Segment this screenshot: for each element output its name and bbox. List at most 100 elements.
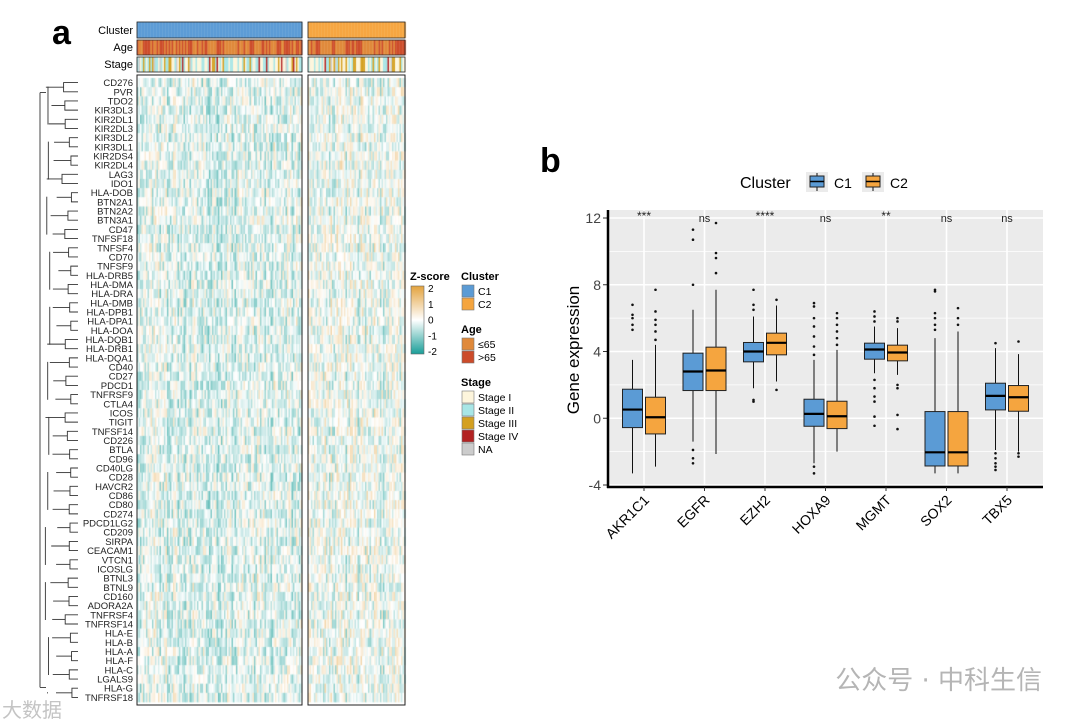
box-iqr: [924, 411, 946, 467]
stage-legend-label: Stage II: [478, 405, 514, 417]
gene-label: IDO1: [111, 179, 133, 190]
box-C2-SOX2: [947, 306, 969, 474]
gene-label: ICOSLG: [97, 564, 133, 575]
box-C2-HOXA9: [826, 311, 848, 452]
box-C1-EGFR: [682, 228, 704, 465]
stage-legend-label: NA: [478, 444, 493, 456]
outlier-point: [752, 398, 755, 402]
gene-label: PDCD1: [101, 381, 133, 392]
age-legend-label: ≤65: [478, 339, 496, 351]
dendrogram-branch: [71, 651, 78, 662]
dendrogram-branch: [70, 394, 78, 405]
y-tick-label: 8: [593, 277, 601, 293]
gene-label: CTLA4: [103, 399, 133, 410]
dendrogram-branch: [70, 320, 78, 331]
dendrogram-branch: [69, 485, 78, 496]
outlier-point: [654, 318, 657, 322]
gene-label: HLA-DRB5: [86, 271, 133, 282]
gene-label: TNFRSF18: [85, 693, 133, 704]
dendrogram-branch: [68, 596, 78, 607]
outlier-point: [1017, 455, 1020, 458]
stage-legend-swatch: [461, 442, 475, 456]
outlier-point: [835, 323, 839, 327]
cluster-legend-swatch: [461, 297, 475, 311]
gene-label: BTNL9: [103, 583, 133, 594]
box-iqr: [705, 346, 727, 392]
outlier-point: [994, 462, 997, 465]
gene-label: CD27: [109, 372, 133, 383]
outlier-point: [994, 341, 997, 345]
x-tick-label: MGMT: [853, 491, 895, 533]
box-C1-HOXA9: [803, 301, 825, 475]
dendrogram-branch: [63, 82, 78, 93]
outlier-point: [873, 315, 876, 318]
outlier-point: [835, 336, 839, 340]
gene-label: KIR3DL3: [94, 106, 133, 117]
gene-label: VTCN1: [102, 555, 133, 566]
annotation-border: [136, 39, 303, 56]
outlier-point: [654, 323, 657, 327]
gene-label: LGALS9: [97, 675, 133, 686]
x-tick-label: TBX5: [979, 492, 1015, 528]
zscore-tick: -2: [428, 347, 437, 358]
gene-label: HLA-G: [104, 684, 133, 695]
outlier-point: [631, 313, 634, 317]
x-tick-label: SOX2: [917, 492, 955, 530]
box-iqr: [622, 388, 643, 429]
gene-label: TDO2: [108, 96, 133, 107]
outlier-point: [1017, 451, 1020, 455]
gene-label: CD40: [109, 363, 133, 374]
gene-label: CD47: [109, 225, 133, 236]
gene-label: BTN2A1: [97, 197, 133, 208]
box-iqr: [1008, 385, 1029, 412]
gene-label: KIR2DL4: [94, 161, 133, 172]
outlier-point: [994, 457, 997, 460]
dendrogram-branch: [70, 192, 78, 203]
stage-legend-swatch: [461, 429, 475, 443]
significance-label: ns: [941, 213, 953, 225]
outlier-point: [812, 345, 816, 348]
box-C1-MGMT: [864, 310, 885, 428]
gene-label: KIR3DL2: [94, 133, 133, 144]
gene-label: TNFSF9: [97, 262, 133, 273]
dendrogram-branch: [69, 632, 78, 643]
significance-label: ns: [699, 213, 711, 225]
annotation-row-label: Stage: [104, 59, 133, 71]
gene-label: HLA-A: [105, 647, 134, 658]
y-axis-label: Gene expression: [564, 286, 583, 415]
outlier-point: [714, 221, 718, 225]
gene-label: BTN2A2: [97, 207, 133, 218]
box-C1-EZH2: [743, 288, 764, 403]
dendrogram-branch: [67, 284, 78, 295]
dendrogram-branch: [69, 559, 78, 570]
outlier-point: [994, 468, 997, 472]
zscore-tick: 0: [428, 316, 434, 327]
outlier-point: [691, 283, 695, 287]
dendrogram-branch: [64, 339, 78, 350]
zscore-tick: -1: [428, 331, 437, 342]
outlier-point: [933, 288, 937, 292]
outlier-point: [835, 316, 839, 320]
outlier-point: [812, 316, 816, 320]
box-C2-AKR1C1: [645, 288, 666, 467]
gene-label: CD276: [103, 78, 133, 89]
outlier-point: [812, 472, 816, 475]
outlier-point: [956, 316, 960, 320]
x-tick-label: HOXA9: [789, 492, 834, 537]
significance-label: ns: [820, 213, 832, 225]
legend-label: C1: [834, 175, 852, 191]
zscore-colorbar: [410, 285, 425, 355]
outlier-point: [896, 383, 899, 387]
dendrogram-root: [39, 92, 46, 688]
outlier-point: [631, 328, 634, 332]
dendrogram-branch: [70, 467, 78, 478]
y-tick-label: 4: [593, 344, 601, 360]
dendrogram-branch: [64, 412, 78, 423]
significance-label: ns: [1001, 213, 1013, 225]
outlier-point: [933, 328, 937, 332]
stage-legend-swatch: [461, 416, 475, 430]
gene-label: HLA-DOB: [91, 188, 133, 199]
age-legend-swatch: [461, 337, 475, 351]
outlier-point: [873, 395, 876, 398]
